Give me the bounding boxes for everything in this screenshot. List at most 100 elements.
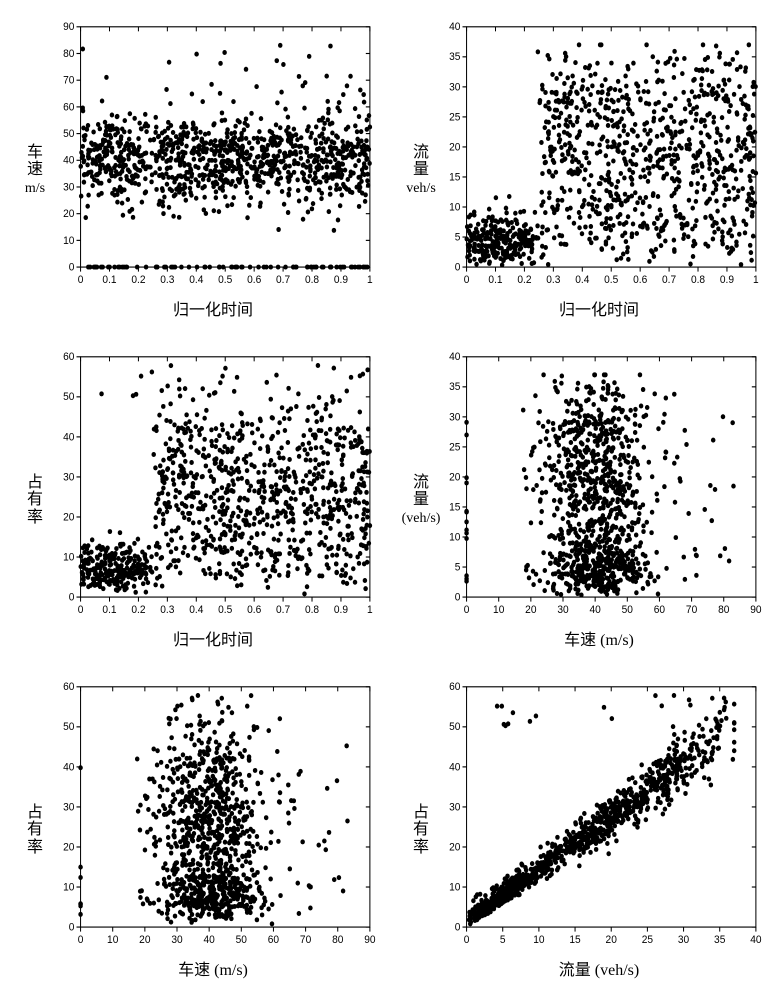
svg-text:0.4: 0.4	[189, 603, 203, 616]
svg-text:10: 10	[63, 234, 74, 247]
svg-text:15: 15	[449, 501, 460, 514]
y-axis-label: 占有率	[406, 680, 436, 980]
svg-text:20: 20	[63, 511, 74, 524]
chart-panel-p4: 流量(veh/s)0102030405060708090051015202530…	[406, 350, 762, 650]
svg-text:90: 90	[63, 21, 74, 34]
y-axis-label: 占有率	[20, 680, 50, 980]
svg-text:80: 80	[718, 603, 729, 616]
svg-text:0.4: 0.4	[575, 273, 589, 286]
chart-panel-p6: 占有率05101520253035400102030405060 流量 (veh/…	[406, 680, 762, 980]
svg-text:0: 0	[455, 261, 461, 274]
svg-text:70: 70	[300, 933, 311, 946]
svg-text:20: 20	[63, 841, 74, 854]
svg-text:30: 30	[171, 933, 182, 946]
svg-text:20: 20	[63, 208, 74, 221]
svg-text:80: 80	[63, 47, 74, 60]
svg-text:70: 70	[686, 603, 697, 616]
plot-area: 00.10.20.30.40.50.60.70.80.9105101520253…	[436, 20, 762, 292]
x-axis-label: 归一化时间	[50, 626, 376, 650]
svg-text:25: 25	[449, 441, 460, 454]
svg-text:70: 70	[63, 74, 74, 87]
svg-text:0.5: 0.5	[218, 273, 232, 286]
svg-text:0.1: 0.1	[488, 273, 502, 286]
svg-text:20: 20	[449, 141, 460, 154]
plot-area: 01020304050607080900102030405060	[50, 680, 376, 952]
svg-text:60: 60	[63, 681, 74, 694]
svg-text:0.6: 0.6	[633, 273, 647, 286]
svg-text:20: 20	[525, 603, 536, 616]
svg-text:0.7: 0.7	[662, 273, 676, 286]
svg-text:30: 30	[63, 471, 74, 484]
svg-text:5: 5	[455, 561, 461, 574]
svg-text:0.7: 0.7	[276, 603, 290, 616]
svg-text:0.8: 0.8	[305, 273, 319, 286]
y-axis-label: 车速m/s	[20, 20, 50, 320]
svg-text:10: 10	[63, 881, 74, 894]
svg-text:0: 0	[78, 603, 84, 616]
svg-text:0: 0	[455, 591, 461, 604]
plot-area: 01020304050607080900510152025303540	[436, 350, 762, 622]
chart-panel-p3: 占有率00.10.20.30.40.50.60.70.80.9101020304…	[20, 350, 376, 650]
svg-text:0.8: 0.8	[691, 273, 705, 286]
svg-text:25: 25	[449, 111, 460, 124]
svg-text:50: 50	[63, 391, 74, 404]
svg-text:0: 0	[78, 273, 84, 286]
svg-text:10: 10	[107, 933, 118, 946]
svg-text:0: 0	[78, 933, 84, 946]
svg-text:40: 40	[203, 933, 214, 946]
x-axis-label: 归一化时间	[436, 296, 762, 320]
chart-panel-p1: 车速m/s00.10.20.30.40.50.60.70.80.91010203…	[20, 20, 376, 320]
svg-text:0.8: 0.8	[305, 603, 319, 616]
chart-panel-p2: 流量veh/s00.10.20.30.40.50.60.70.80.910510…	[406, 20, 762, 320]
y-axis-label: 流量veh/s	[406, 20, 436, 320]
svg-text:0.6: 0.6	[247, 273, 261, 286]
svg-text:0.4: 0.4	[189, 273, 203, 286]
svg-text:0.1: 0.1	[102, 273, 116, 286]
svg-text:30: 30	[449, 411, 460, 424]
svg-text:1: 1	[367, 273, 373, 286]
svg-text:0: 0	[464, 273, 470, 286]
plot-area: 05101520253035400102030405060	[436, 680, 762, 952]
svg-text:35: 35	[449, 51, 460, 64]
y-axis-label: 流量(veh/s)	[406, 350, 436, 650]
svg-text:30: 30	[63, 801, 74, 814]
svg-text:30: 30	[449, 81, 460, 94]
x-axis-label: 车速 (m/s)	[50, 956, 376, 980]
svg-text:20: 20	[449, 471, 460, 484]
svg-text:30: 30	[63, 181, 74, 194]
chart-panel-p5: 占有率01020304050607080900102030405060车速 (m…	[20, 680, 376, 980]
x-axis-label: 流量 (veh/s)	[436, 956, 762, 980]
svg-text:0.7: 0.7	[276, 273, 290, 286]
svg-text:0.9: 0.9	[334, 273, 348, 286]
svg-text:0.9: 0.9	[720, 273, 734, 286]
svg-text:15: 15	[449, 171, 460, 184]
svg-text:60: 60	[63, 351, 74, 364]
svg-text:40: 40	[449, 351, 460, 364]
svg-text:0.9: 0.9	[334, 603, 348, 616]
plot-area: 00.10.20.30.40.50.60.70.80.9101020304050…	[50, 350, 376, 622]
svg-text:20: 20	[139, 933, 150, 946]
svg-text:10: 10	[63, 551, 74, 564]
svg-text:60: 60	[654, 603, 665, 616]
svg-text:30: 30	[557, 603, 568, 616]
svg-text:0.5: 0.5	[604, 273, 618, 286]
svg-text:0: 0	[69, 921, 75, 934]
svg-text:10: 10	[449, 201, 460, 214]
svg-text:0.2: 0.2	[131, 603, 145, 616]
svg-text:50: 50	[622, 603, 633, 616]
svg-text:0.3: 0.3	[160, 603, 174, 616]
svg-text:40: 40	[63, 761, 74, 774]
svg-text:1: 1	[367, 603, 373, 616]
svg-text:0.3: 0.3	[160, 273, 174, 286]
svg-text:5: 5	[455, 231, 461, 244]
svg-text:0.2: 0.2	[517, 273, 531, 286]
svg-text:50: 50	[63, 721, 74, 734]
plot-area: 00.10.20.30.40.50.60.70.80.9101020304050…	[50, 20, 376, 292]
svg-text:0: 0	[69, 591, 75, 604]
svg-text:40: 40	[63, 431, 74, 444]
x-axis-label: 归一化时间	[50, 296, 376, 320]
svg-text:0.6: 0.6	[247, 603, 261, 616]
svg-text:10: 10	[493, 603, 504, 616]
svg-text:90: 90	[364, 933, 375, 946]
svg-text:80: 80	[332, 933, 343, 946]
